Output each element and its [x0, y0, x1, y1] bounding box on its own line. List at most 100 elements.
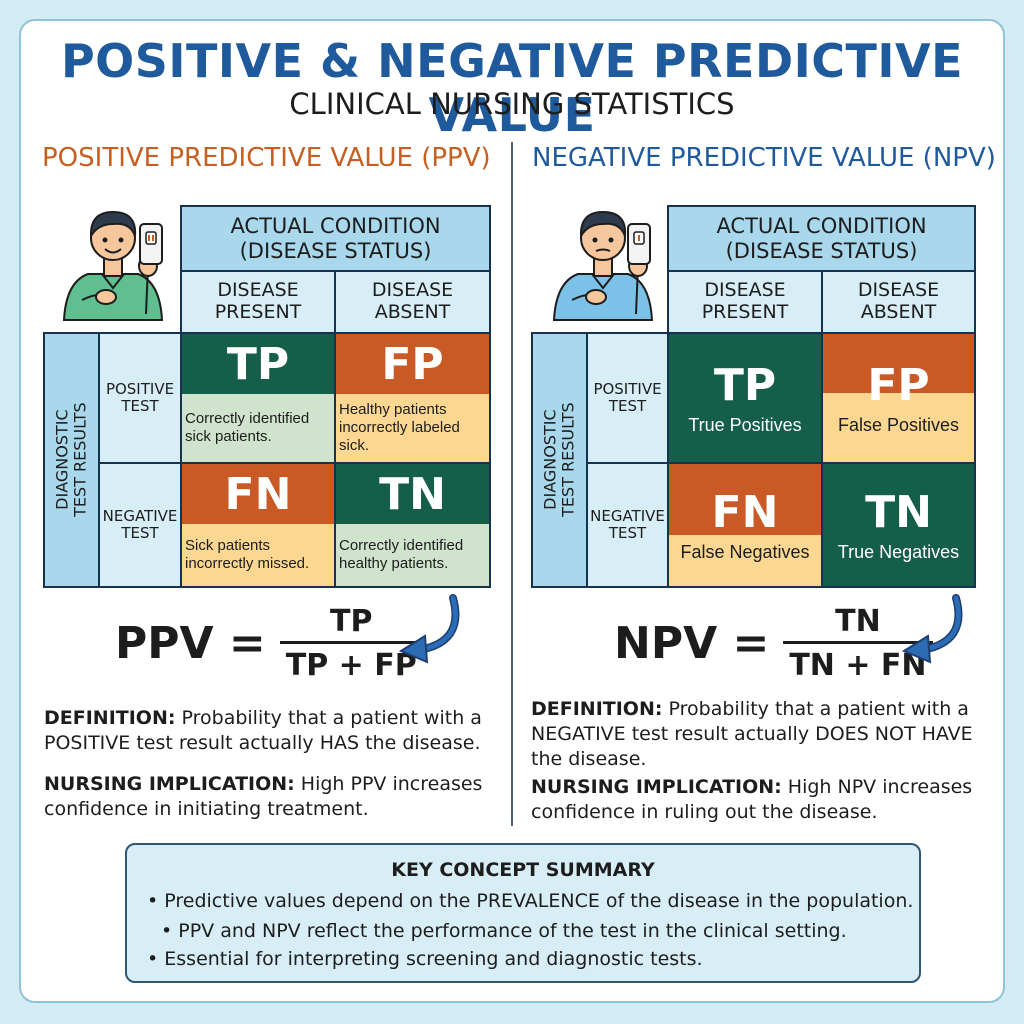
pos-line-2: TEST	[608, 397, 647, 415]
fn-band: FN	[182, 464, 334, 524]
bullet-icon: •	[161, 920, 173, 942]
test-device-icon	[627, 223, 651, 265]
ppv-actual-condition-header: ACTUAL CONDITION (DISEASE STATUS)	[180, 205, 491, 272]
npv-formula: NPV = TN TN + FN	[614, 604, 933, 683]
npv-numerator: TN	[835, 604, 881, 639]
ppv-fp-cell: FP Healthy patients incorrectly labeled …	[334, 332, 491, 464]
npv-formula-lhs: NPV =	[614, 618, 770, 669]
summary-item-text: PPV and NPV reflect the performance of t…	[178, 920, 847, 942]
test-device-icon	[139, 223, 163, 265]
nurse-person-icon	[62, 210, 164, 321]
npv-definition: DEFINITION: Probability that a patient w…	[531, 697, 981, 772]
ppv-definition-label: DEFINITION:	[44, 707, 176, 729]
ppv-tn-cell: TN Correctly identified healthy patients…	[334, 462, 491, 588]
pos-line-2: TEST	[121, 397, 159, 415]
fn-label: FN	[711, 487, 779, 538]
side-line-1: DIAGNOSTIC	[52, 409, 72, 511]
npv-implication-text: High NPV increases confidence in ruling …	[531, 776, 973, 824]
tn-description: True Negatives	[837, 542, 960, 562]
ppv-definition-text: Probability that a patient with a POSITI…	[44, 707, 482, 755]
npv-diagnostic-side-header: DIAGNOSTIC TEST RESULTS	[531, 332, 588, 588]
summary-item-text: Predictive values depend on the PREVALEN…	[164, 890, 914, 912]
diagnostic-label: DIAGNOSTIC TEST RESULTS	[541, 402, 578, 518]
key-concept-summary: KEY CONCEPT SUMMARY • Predictive values …	[125, 843, 921, 983]
tp-label: TP	[226, 338, 290, 390]
absent-line-1: DISEASE	[371, 279, 454, 302]
page-subtitle: CLINICAL NURSING STATISTICS	[289, 87, 735, 121]
npv-tn-cell: TN True Negatives	[821, 462, 976, 588]
curved-arrow-icon	[901, 594, 963, 664]
ppv-disease-absent-header: DISEASE ABSENT	[334, 270, 491, 334]
tp-description: Correctly identified sick patients.	[182, 394, 334, 462]
present-line-2: PRESENT	[701, 301, 789, 323]
fraction-bar	[279, 641, 423, 644]
fn-description: Sick patients incorrectly missed.	[182, 524, 334, 586]
npv-positive-test-label: POSITIVE TEST	[586, 332, 669, 464]
absent-line-2: ABSENT	[860, 301, 937, 323]
ppv-disease-present-header: DISEASE PRESENT	[180, 270, 336, 334]
fraction-bar	[783, 641, 933, 644]
diagnostic-label: DIAGNOSTIC TEST RESULTS	[52, 402, 90, 518]
npv-fraction: TN TN + FN	[783, 604, 933, 683]
section-divider	[511, 142, 513, 826]
npv-implication-label: NURSING IMPLICATION:	[531, 776, 782, 798]
neg-line-1: NEGATIVE	[102, 506, 178, 525]
summary-item: • PPV and NPV reflect the performance of…	[161, 920, 847, 942]
tn-band: TN	[336, 464, 489, 524]
present-line-2: PRESENT	[214, 301, 302, 323]
fp-band: FP	[336, 334, 489, 394]
npv-disease-absent-header: DISEASE ABSENT	[821, 270, 976, 334]
npv-denominator: TN + FN	[789, 648, 927, 683]
fp-label: FP	[381, 338, 444, 390]
npv-fp-cell: FP False Positives	[821, 332, 976, 464]
disease-status-label: (DISEASE STATUS)	[725, 238, 918, 263]
npv-disease-present-header: DISEASE PRESENT	[667, 270, 823, 334]
tp-band: TP	[182, 334, 334, 394]
ppv-implication-text: High PPV increases confidence in initiat…	[44, 773, 483, 821]
page-title: POSITIVE & NEGATIVE PREDICTIVE VALUE	[60, 34, 964, 142]
tn-description: Correctly identified healthy patients.	[336, 524, 489, 586]
ppv-fraction: TP TP + FP	[279, 604, 423, 683]
summary-item: • Essential for interpreting screening a…	[147, 948, 703, 970]
nurse-person-icon	[552, 210, 654, 321]
ppv-denominator: TP + FP	[285, 648, 417, 683]
fn-description: False Negatives	[680, 542, 810, 562]
present-line-1: DISEASE	[217, 279, 299, 302]
npv-heading: NEGATIVE PREDICTIVE VALUE (NPV)	[532, 143, 996, 173]
neg-line-1: NEGATIVE	[590, 506, 665, 525]
tp-description: True Positives	[688, 415, 802, 435]
summary-item: • Predictive values depend on the PREVAL…	[147, 890, 913, 912]
tn-label: TN	[379, 468, 446, 520]
ppv-negative-test-label: NEGATIVE TEST	[98, 462, 182, 588]
side-line-2: TEST RESULTS	[558, 402, 578, 518]
pos-line-1: POSITIVE	[105, 379, 175, 398]
pos-line-1: POSITIVE	[593, 379, 662, 398]
bullet-icon: •	[147, 948, 159, 970]
npv-actual-condition-header: ACTUAL CONDITION (DISEASE STATUS)	[667, 205, 976, 272]
ppv-heading: POSITIVE PREDICTIVE VALUE (PPV)	[42, 143, 491, 173]
ppv-implication-label: NURSING IMPLICATION:	[44, 773, 295, 795]
disease-status-label: (DISEASE STATUS)	[239, 238, 432, 263]
fp-label: FP	[867, 360, 930, 411]
ppv-positive-test-label: POSITIVE TEST	[98, 332, 182, 464]
fn-label: FN	[224, 468, 292, 520]
summary-title: KEY CONCEPT SUMMARY	[391, 859, 655, 881]
npv-definition-text: Probability that a patient with a NEGATI…	[531, 698, 973, 771]
absent-line-1: DISEASE	[857, 279, 940, 302]
actual-condition-label: ACTUAL CONDITION	[230, 214, 441, 239]
tn-label: TN	[865, 487, 932, 538]
fp-description: Healthy patients incorrectly labeled sic…	[336, 394, 489, 462]
neg-line-2: TEST	[121, 524, 159, 542]
side-line-2: TEST RESULTS	[70, 402, 90, 518]
actual-condition-label: ACTUAL CONDITION	[716, 214, 927, 239]
tp-label: TP	[713, 360, 777, 411]
summary-item-text: Essential for interpreting screening and…	[164, 948, 703, 970]
ppv-implication: NURSING IMPLICATION: High PPV increases …	[44, 772, 494, 822]
ppv-numerator: TP	[329, 604, 373, 639]
curved-arrow-icon	[398, 594, 460, 664]
ppv-diagnostic-side-header: DIAGNOSTIC TEST RESULTS	[43, 332, 100, 588]
npv-fn-cell: FN False Negatives	[667, 462, 823, 588]
ppv-definition: DEFINITION: Probability that a patient w…	[44, 706, 494, 756]
bullet-icon: •	[147, 890, 159, 912]
ppv-fn-cell: FN Sick patients incorrectly missed.	[180, 462, 336, 588]
